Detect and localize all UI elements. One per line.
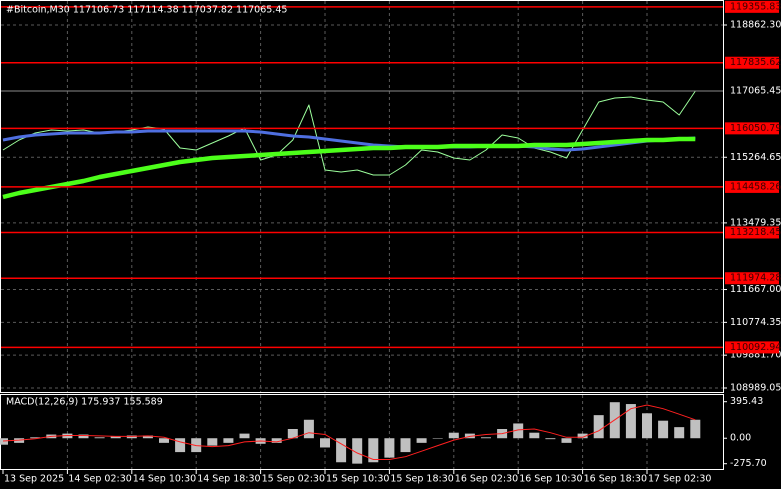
level-label: 113218.45 <box>730 227 781 238</box>
x-tick-label: 16 Sep 02:30 <box>455 474 518 485</box>
macd-bar <box>432 438 443 439</box>
level-box <box>725 272 779 285</box>
macd-bar <box>159 438 169 443</box>
macd-bar <box>320 438 330 448</box>
x-tick-label: 14 Sep 10:30 <box>133 474 196 485</box>
macd-bar <box>642 413 652 439</box>
x-tick-label: 17 Sep 02:30 <box>648 474 711 485</box>
macd-bar <box>0 438 8 445</box>
macd-bar <box>175 438 186 453</box>
macd-bar <box>30 437 41 439</box>
macd-bar <box>674 427 685 439</box>
macd-title: MACD(12,26,9) 175.937 155.589 <box>6 397 163 408</box>
macd-bar <box>625 404 636 439</box>
macd-bar <box>529 432 540 439</box>
level-box <box>725 180 779 193</box>
price-line <box>2 129 696 152</box>
level-label: 116050.79 <box>730 123 781 134</box>
macd-bar <box>110 436 121 439</box>
macd-frame <box>0 394 724 470</box>
chart-title: #Bitcoin,M30 117106.73 117114.38 117037.… <box>6 5 287 16</box>
y-tick-label: -275.70 <box>730 458 767 469</box>
macd-bar <box>287 428 298 439</box>
last-price-label: 117065.45 <box>730 86 781 97</box>
macd-bar <box>239 433 250 439</box>
macd-bar <box>303 419 314 439</box>
y-tick-label: 111667.00 <box>730 284 781 295</box>
y-tick-label: 0.00 <box>730 433 751 444</box>
level-box <box>725 56 779 69</box>
x-tick-label: 15 Sep 18:30 <box>390 474 453 485</box>
level-label: 111974.28 <box>730 273 781 284</box>
y-tick-label: 109881.70 <box>730 350 781 361</box>
y-tick-label: 395.43 <box>730 396 763 407</box>
level-label: 114458.26 <box>730 181 781 192</box>
level-label: 117835.62 <box>730 57 781 68</box>
macd-bar <box>384 438 395 458</box>
macd-bar <box>481 437 491 439</box>
level-box <box>725 0 779 13</box>
macd-bar <box>223 438 234 443</box>
macd-bar <box>400 438 411 453</box>
macd-bar <box>142 435 153 439</box>
level-box <box>725 341 779 354</box>
level-label: 119355.83 <box>730 1 781 12</box>
macd-bar <box>368 438 379 463</box>
macd-bar <box>448 432 459 439</box>
y-tick-label: 118862.30 <box>730 19 781 30</box>
x-tick-label: 15 Sep 02:30 <box>262 474 325 485</box>
x-tick-label: 16 Sep 18:30 <box>584 474 647 485</box>
y-tick-label: 108989.05 <box>730 382 781 393</box>
macd-bar <box>352 438 363 464</box>
price-line <box>2 136 696 200</box>
signal-line <box>2 404 696 460</box>
macd-bar <box>545 438 556 440</box>
macd-bar <box>577 433 588 439</box>
x-tick-label: 13 Sep 2025 <box>4 474 64 485</box>
macd-bar <box>78 434 89 439</box>
macd-bar <box>593 415 604 439</box>
macd-bar <box>271 438 282 443</box>
level-box <box>725 122 779 135</box>
macd-bar <box>416 438 427 443</box>
x-tick-label: 16 Sep 10:30 <box>519 474 582 485</box>
level-label: 110092.94 <box>730 342 781 353</box>
main-frame <box>0 0 724 393</box>
x-tick-label: 15 Sep 10:30 <box>326 474 389 485</box>
macd-bar <box>336 438 347 463</box>
y-tick-label: 110774.35 <box>730 317 781 328</box>
y-tick-label: 113479.35 <box>730 217 781 228</box>
macd-bar <box>94 437 105 439</box>
macd-bar <box>658 420 669 439</box>
last-price-box <box>725 85 779 98</box>
macd-bar <box>690 419 701 439</box>
y-tick-label: 115264.65 <box>730 152 781 163</box>
x-tick-label: 14 Sep 18:30 <box>197 474 260 485</box>
level-box <box>725 226 779 239</box>
x-tick-label: 14 Sep 02:30 <box>68 474 131 485</box>
macd-bar <box>207 438 218 446</box>
macd-bar <box>513 423 524 439</box>
macd-bar <box>561 438 572 443</box>
